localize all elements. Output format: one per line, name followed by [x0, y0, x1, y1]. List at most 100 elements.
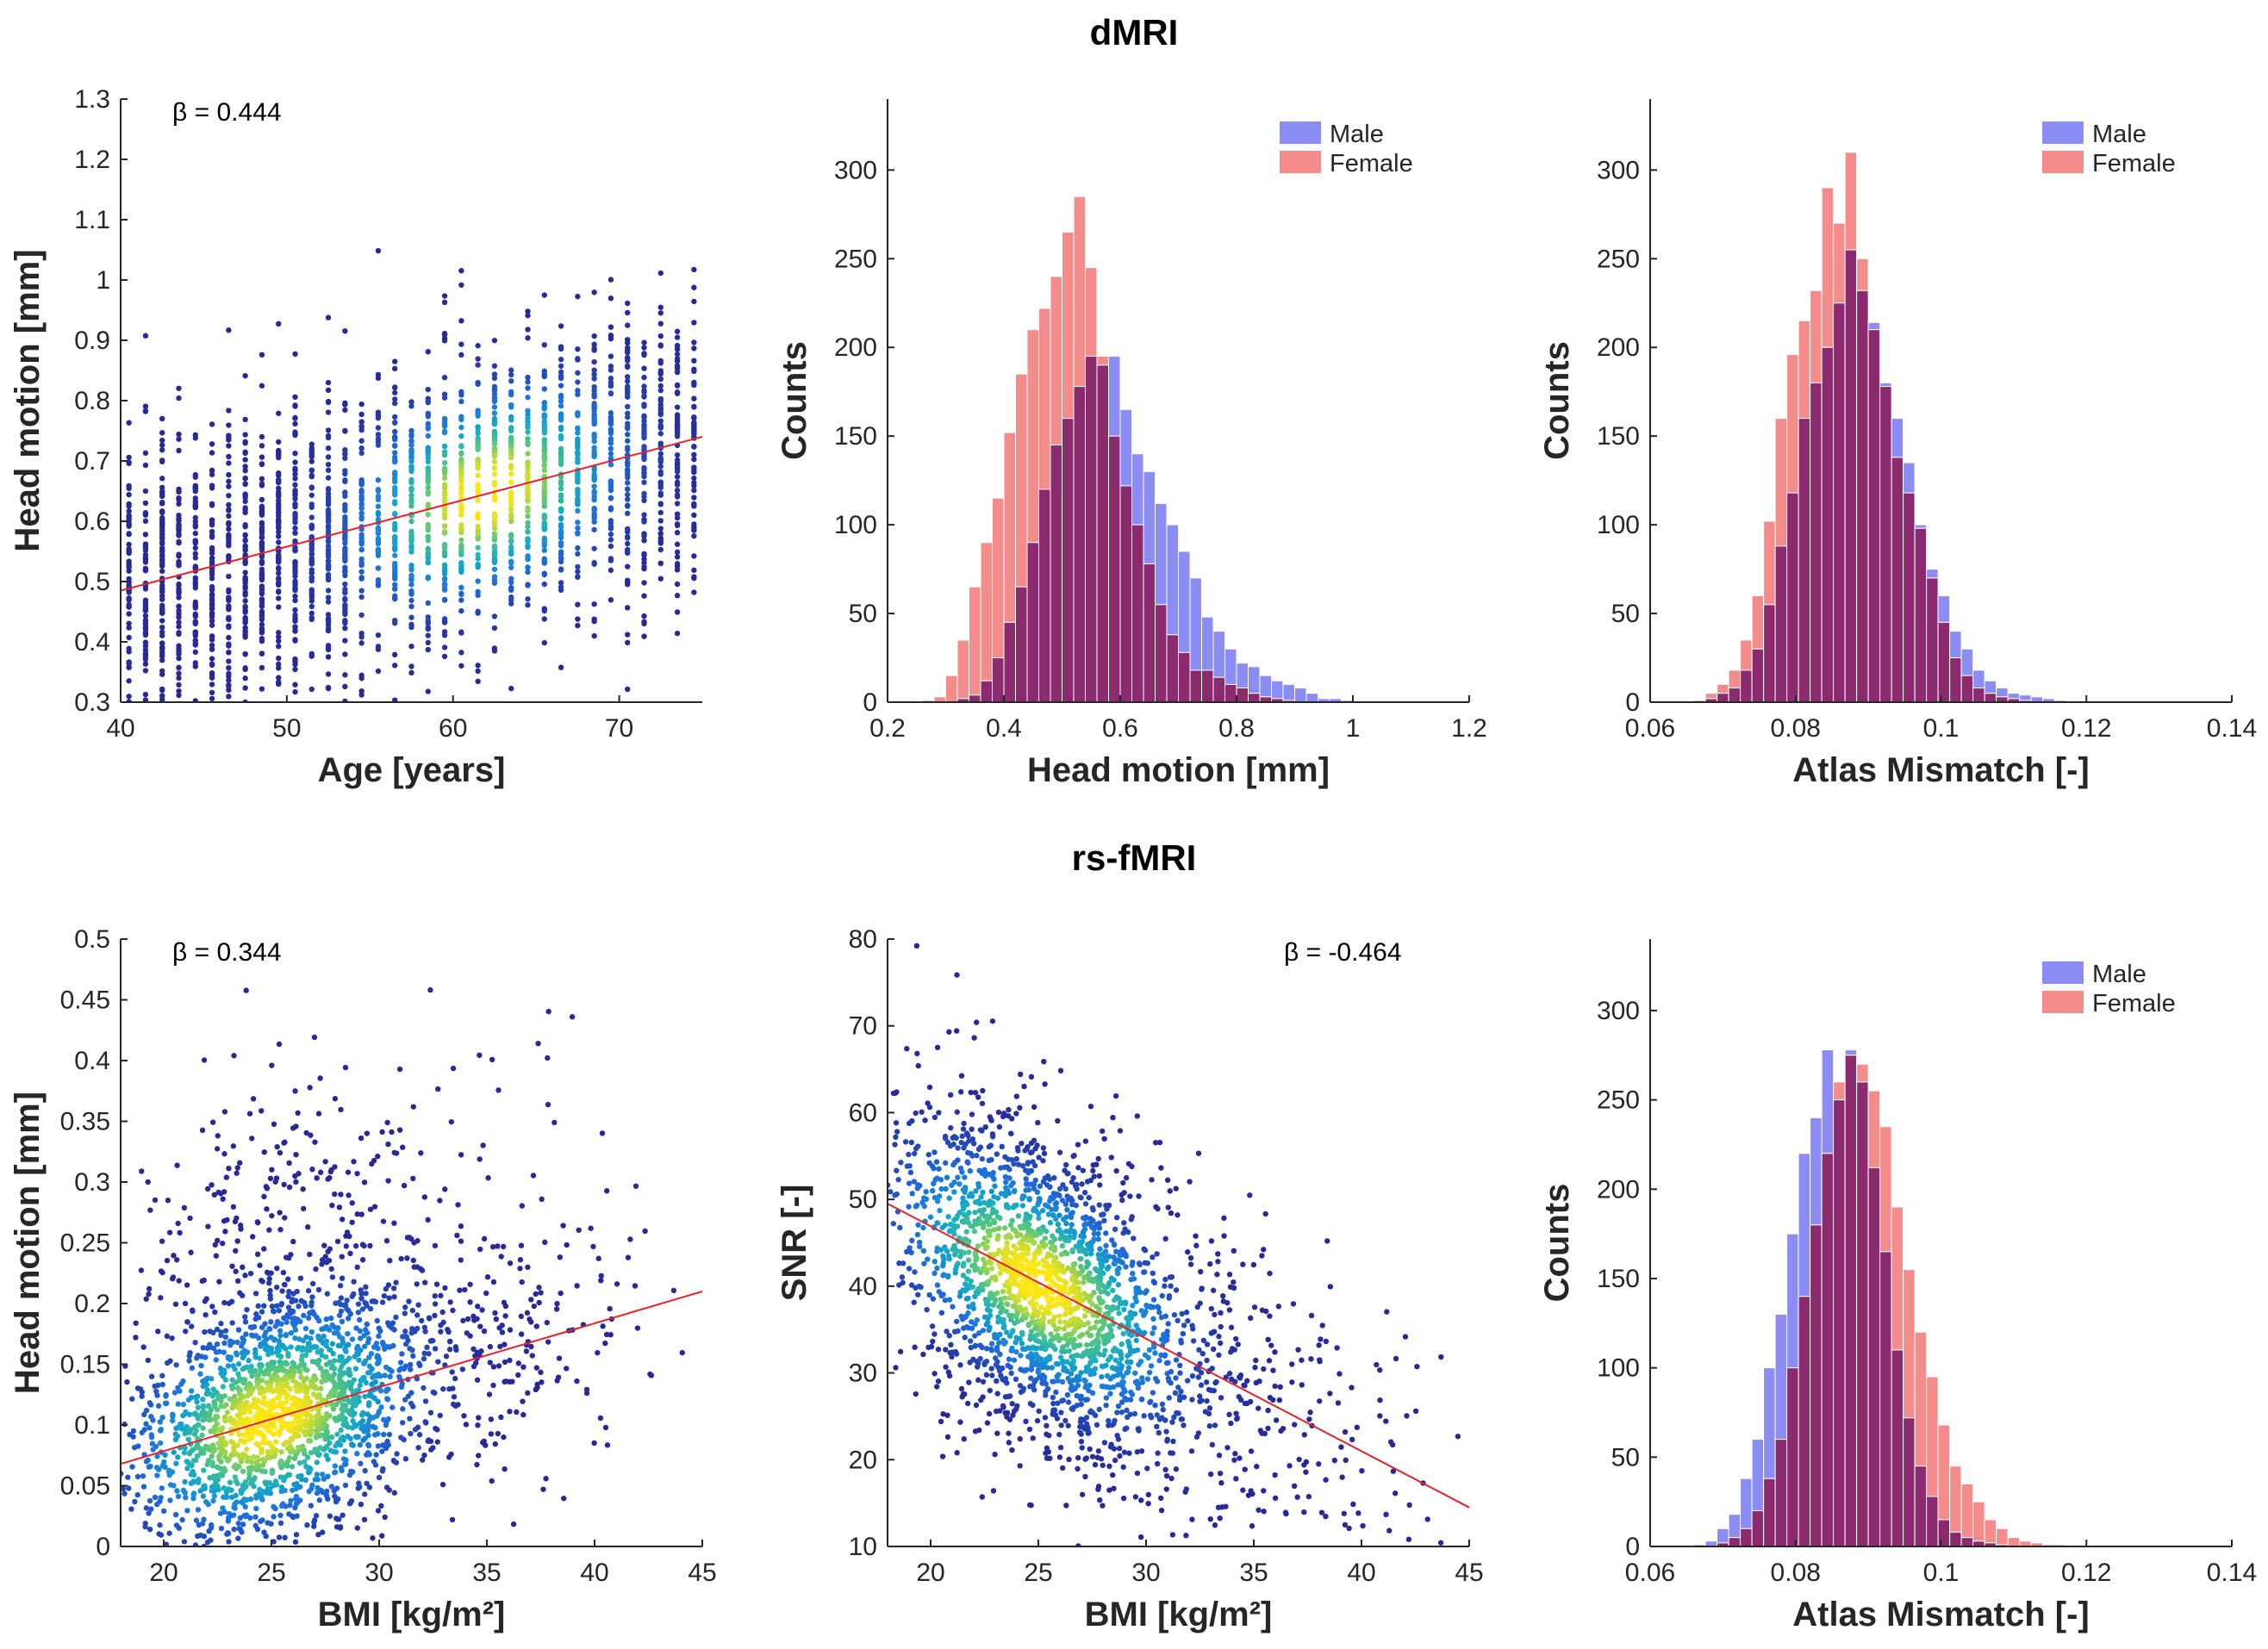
scatter-point [458, 1152, 464, 1158]
scatter-point [442, 1186, 448, 1192]
scatter-point [159, 629, 165, 635]
scatter-point [558, 461, 564, 468]
scatter-point [517, 1257, 524, 1263]
scatter-point [421, 1350, 427, 1357]
scatter-point [315, 1286, 322, 1293]
scatter-point [452, 1375, 458, 1382]
scatter-point [608, 505, 614, 511]
scatter-point [525, 582, 531, 588]
scatter-point [627, 1236, 633, 1242]
scatter-point [508, 576, 514, 582]
scatter-point [674, 451, 681, 458]
scatter-point [242, 372, 248, 379]
overlap-bar [1178, 651, 1191, 702]
scatter-point [458, 477, 464, 483]
scatter-point [285, 1293, 291, 1299]
scatter-point [458, 267, 464, 274]
scatter-point [329, 1274, 336, 1280]
scatter-point [142, 512, 149, 518]
scatter-point [625, 410, 631, 416]
scatter-point [276, 595, 282, 601]
scatter-point [392, 365, 398, 372]
y-tick-label: 0.9 [74, 327, 110, 355]
scatter-point [312, 1139, 318, 1145]
scatter-point [491, 625, 498, 632]
scatter-point [223, 1174, 230, 1180]
scatter-point [171, 1390, 178, 1396]
scatter-point [333, 1515, 340, 1521]
scatter-point [408, 603, 414, 610]
scatter-point [169, 1417, 176, 1424]
scatter-point [317, 1385, 324, 1391]
scatter-point [414, 1312, 421, 1318]
scatter-point [167, 1358, 173, 1364]
scatter-point [209, 618, 215, 624]
scatter-point [558, 402, 564, 409]
scatter-point [346, 1372, 352, 1378]
scatter-point [406, 1298, 412, 1304]
scatter-point [233, 1268, 239, 1274]
scatter-point [277, 1333, 284, 1339]
y-tick-label: 1.3 [74, 85, 110, 114]
scatter-point [354, 1211, 360, 1217]
scatter-point [240, 1379, 247, 1386]
scatter-point [265, 1448, 271, 1455]
scatter-point [345, 1330, 351, 1337]
scatter-point [325, 643, 332, 649]
scatter-point [173, 1460, 179, 1466]
scatter-point [221, 1349, 227, 1355]
scatter-point [625, 350, 631, 356]
scatter-point [358, 516, 364, 522]
scatter-point [198, 1362, 204, 1369]
scatter-point [258, 1343, 264, 1349]
scatter-point [129, 1396, 135, 1402]
scatter-point [1360, 1522, 1366, 1529]
scatter-point [252, 1514, 259, 1520]
scatter-point [176, 496, 182, 503]
scatter-point [608, 445, 614, 451]
scatter-point [422, 1419, 428, 1425]
scatter-point [625, 540, 631, 547]
scatter-point [608, 543, 614, 550]
scatter-point [397, 1360, 404, 1366]
scatter-point [657, 451, 664, 457]
scatter-point [242, 603, 248, 610]
scatter-point [214, 1406, 221, 1413]
scatter-point [597, 1415, 604, 1422]
scatter-point [276, 525, 282, 532]
scatter-point [591, 519, 597, 525]
scatter-point [322, 1159, 328, 1165]
scatter-point [181, 1539, 188, 1545]
overlap-bar [1914, 527, 1928, 702]
scatter-point [575, 530, 581, 536]
y-tick-label: 0.3 [74, 1168, 110, 1197]
scatter-point [458, 522, 464, 528]
scatter-point [374, 1360, 381, 1366]
scatter-point [657, 479, 664, 485]
scatter-point [328, 1266, 334, 1273]
scatter-point [432, 1346, 439, 1352]
scatter-point [314, 1459, 320, 1465]
scatter-point [458, 1257, 464, 1263]
scatter-point [286, 1184, 293, 1191]
scatter-point [496, 1325, 502, 1331]
scatter-point [338, 1465, 345, 1471]
scatter-point [176, 532, 182, 538]
x-tick-label: 0.8 [1218, 714, 1255, 743]
scatter-point [408, 614, 414, 620]
scatter-point [657, 418, 664, 424]
scatter-point [454, 1232, 460, 1239]
scatter-point [402, 1304, 408, 1310]
scatter-point [524, 1310, 531, 1316]
scatter-point [603, 1331, 610, 1338]
male-bar [1131, 453, 1144, 526]
scatter-point [369, 1298, 375, 1304]
scatter-point [525, 520, 531, 526]
scatter-point [321, 1242, 327, 1248]
female-bar [1774, 418, 1788, 547]
scatter-point [315, 1484, 321, 1491]
scatter-point [657, 509, 664, 516]
y-tick-label: 300 [834, 156, 877, 184]
scatter-point [583, 1386, 590, 1393]
scatter-point [508, 444, 514, 450]
